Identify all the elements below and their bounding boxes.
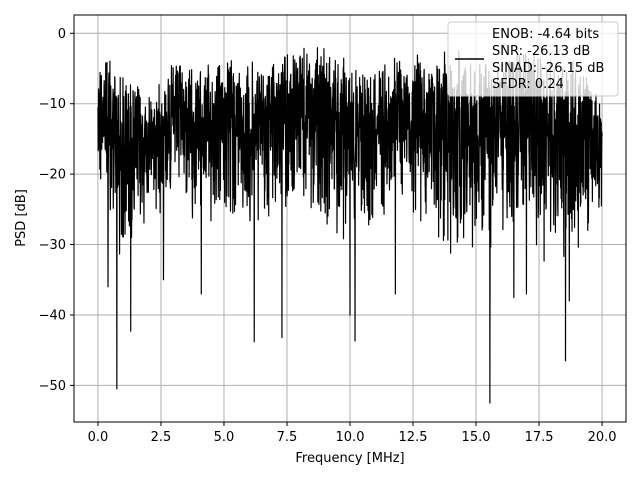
legend-box — [447, 21, 619, 97]
legend-enob: ENOB: -4.64 bits — [492, 27, 599, 42]
y-tick-label: −50 — [39, 379, 66, 394]
y-tick-label: 0 — [58, 27, 66, 42]
x-tick-label: 0.0 — [88, 430, 109, 445]
y-tick-label: −30 — [39, 238, 66, 253]
legend-sfdr: SFDR: 0.24 — [492, 77, 564, 92]
psd-trace — [97, 47, 603, 404]
legend: ENOB: -4.64 bits SNR: -26.13 dB SINAD: -… — [447, 21, 619, 97]
x-tick-label: 20.0 — [588, 430, 617, 445]
x-tick-label: 2.5 — [151, 430, 172, 445]
x-tick-label: 17.5 — [525, 430, 554, 445]
axis-ticks: 0.0 2.5 5.0 7.5 10.0 12.5 15.0 17.5 20.0 0 −10 −20 −… — [39, 27, 617, 445]
legend-snr: SNR: -26.13 dB — [492, 44, 590, 59]
x-tick-label: 7.5 — [277, 430, 298, 445]
x-tick-label: 12.5 — [399, 430, 428, 445]
x-tick-label: 15.0 — [462, 430, 491, 445]
x-tick-label: 10.0 — [336, 430, 365, 445]
y-tick-label: −10 — [39, 97, 66, 112]
legend-sinad: SINAD: -26.15 dB — [492, 61, 604, 76]
y-axis-label: PSD [dB] — [14, 189, 29, 247]
x-tick-label: 5.0 — [214, 430, 235, 445]
psd-series-line — [97, 47, 603, 404]
x-axis-label: Frequency [MHz] — [295, 451, 404, 466]
y-tick-label: −20 — [39, 168, 66, 183]
y-tick-label: −40 — [39, 308, 66, 323]
